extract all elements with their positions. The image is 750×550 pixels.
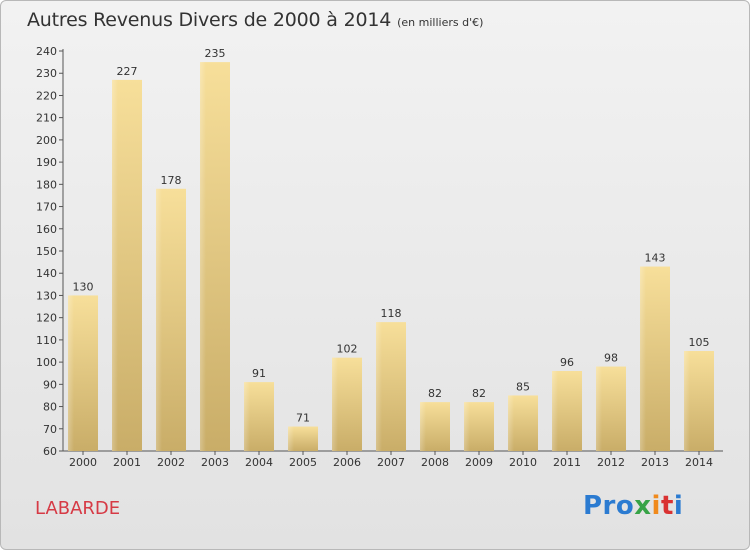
x-tick-label: 2011 — [553, 456, 581, 469]
bar-highlight — [288, 426, 294, 451]
bar-highlight — [200, 62, 206, 451]
bar-value-label: 102 — [337, 343, 358, 356]
bar-highlight — [156, 188, 162, 451]
bar-highlight — [420, 402, 426, 451]
bar-highlight — [552, 371, 558, 451]
y-tick-label: 160 — [36, 223, 57, 236]
y-tick-label: 100 — [36, 356, 57, 369]
x-tick-label: 2006 — [333, 456, 361, 469]
x-tick-label: 2005 — [289, 456, 317, 469]
bar-value-label: 82 — [472, 387, 486, 400]
x-tick-label: 2013 — [641, 456, 669, 469]
bar-highlight — [332, 357, 338, 451]
bar-highlight — [68, 295, 74, 451]
bar-value-label: 71 — [296, 412, 310, 425]
logo-part: i — [651, 491, 661, 521]
bar-value-label: 178 — [161, 174, 182, 187]
y-tick-label: 220 — [36, 89, 57, 102]
y-tick-label: 170 — [36, 201, 57, 214]
x-tick-label: 2010 — [509, 456, 537, 469]
y-tick-label: 120 — [36, 312, 57, 325]
bar-highlight — [464, 402, 470, 451]
x-tick-label: 2009 — [465, 456, 493, 469]
y-tick-label: 240 — [36, 45, 57, 58]
bar-value-label: 98 — [604, 352, 618, 365]
x-tick-label: 2001 — [113, 456, 141, 469]
bar-value-label: 143 — [645, 252, 666, 265]
bar-value-label: 91 — [252, 367, 266, 380]
bar-value-label: 227 — [117, 65, 138, 78]
proxiti-logo[interactable]: Proxiti — [583, 491, 683, 521]
x-tick-label: 2002 — [157, 456, 185, 469]
y-tick-label: 110 — [36, 334, 57, 347]
y-tick-label: 230 — [36, 67, 57, 80]
chart-title: Autres Revenus Divers de 2000 à 2014 — [27, 9, 392, 31]
bar-value-label: 235 — [205, 47, 226, 60]
bar-highlight — [596, 366, 602, 451]
y-tick-label: 80 — [43, 401, 57, 414]
x-tick-label: 2012 — [597, 456, 625, 469]
logo-part: i — [673, 491, 684, 521]
y-tick-label: 70 — [43, 423, 57, 436]
x-tick-label: 2014 — [685, 456, 713, 469]
town-name: LABARDE — [35, 498, 121, 519]
x-tick-label: 2003 — [201, 456, 229, 469]
x-tick-label: 2000 — [69, 456, 97, 469]
y-tick-label: 60 — [43, 445, 57, 458]
bar-highlight — [376, 322, 382, 451]
y-tick-label: 130 — [36, 289, 57, 302]
logo-part: Pro — [583, 491, 635, 521]
bar-value-label: 82 — [428, 387, 442, 400]
logo-part: x — [634, 491, 652, 521]
y-tick-label: 140 — [36, 267, 57, 280]
bar-value-label: 96 — [560, 356, 574, 369]
bar-value-label: 118 — [381, 307, 402, 320]
y-tick-label: 200 — [36, 134, 57, 147]
x-tick-label: 2007 — [377, 456, 405, 469]
bar-highlight — [112, 79, 118, 451]
chart-subtitle: (en milliers d'€) — [397, 16, 484, 29]
y-tick-label: 90 — [43, 378, 57, 391]
x-tick-label: 2004 — [245, 456, 273, 469]
bar-highlight — [244, 382, 250, 451]
bar-value-label: 130 — [73, 280, 94, 293]
bar-value-label: 85 — [516, 380, 530, 393]
chart-title-block: Autres Revenus Divers de 2000 à 2014 (en … — [27, 9, 483, 31]
y-tick-label: 210 — [36, 112, 57, 125]
bar-value-label: 105 — [689, 336, 710, 349]
bar-highlight — [684, 351, 690, 451]
logo-part: t — [660, 491, 674, 521]
bar-highlight — [508, 395, 514, 451]
y-tick-label: 190 — [36, 156, 57, 169]
x-tick-label: 2008 — [421, 456, 449, 469]
y-tick-label: 180 — [36, 178, 57, 191]
chart-labels: 2000 130 2001 227 2002 178 2003 235 2004 91 2005 71… — [69, 47, 713, 469]
y-tick-label: 150 — [36, 245, 57, 258]
bar-highlight — [640, 266, 646, 451]
chart-bars — [68, 62, 714, 451]
